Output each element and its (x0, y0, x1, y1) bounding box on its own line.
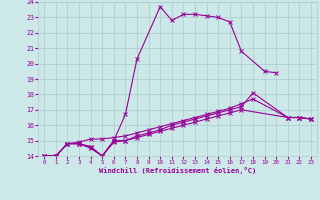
X-axis label: Windchill (Refroidissement éolien,°C): Windchill (Refroidissement éolien,°C) (99, 167, 256, 174)
